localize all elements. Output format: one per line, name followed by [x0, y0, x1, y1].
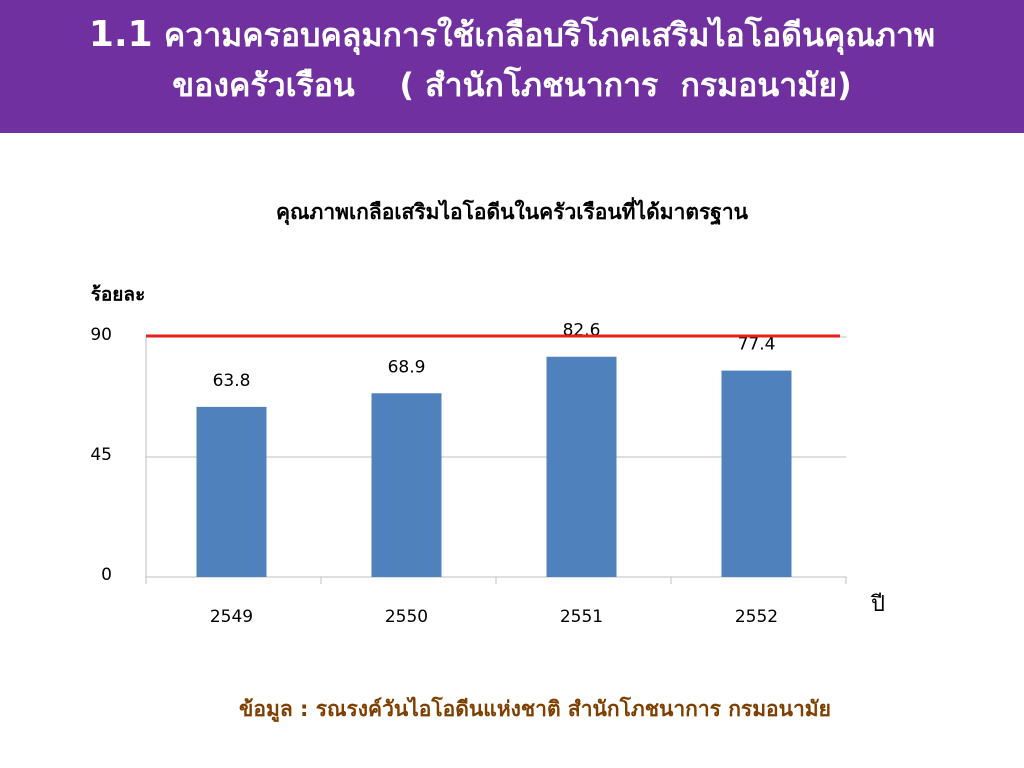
data-label: 82.6: [563, 321, 601, 341]
y-tick-label: 0: [101, 565, 112, 585]
x-tick-label: 2550: [385, 607, 428, 627]
title-line: 1.1 ความครอบคลุมการใช้เกลือบริโภคเสริมไอ…: [0, 10, 1024, 60]
data-label: 68.9: [388, 357, 426, 377]
x-tick-label: 2549: [210, 607, 253, 627]
bar: [371, 393, 442, 577]
data-label: 77.4: [738, 335, 776, 355]
bar: [721, 370, 792, 577]
x-tick-label: 2551: [560, 607, 603, 627]
y-tick-label: 45: [90, 445, 112, 465]
source-note: ข้อมูล : รณรงค์วันไอโอดีนแห่งชาติ สำนักโ…: [239, 697, 831, 721]
x-axis-label: ปี: [870, 592, 885, 617]
title-text: ความครอบคลุมการใช้เกลือบริโภคเสริมไอโอดี…: [163, 16, 936, 54]
header: 1.1 ความครอบคลุมการใช้เกลือบริโภคเสริมไอ…: [0, 0, 1024, 133]
title-number: 1.1: [88, 14, 153, 55]
bar: [546, 356, 617, 577]
bar: [196, 406, 267, 577]
data-label: 63.8: [213, 371, 251, 391]
x-tick-label: 2552: [735, 607, 778, 627]
chart: คุณภาพเกลือเสริมไอโอดีนในครัวเรือนที่ได้…: [90, 196, 885, 627]
y-tick-label: 90: [90, 325, 112, 345]
y-axis-label: ร้อยละ: [91, 284, 146, 306]
title-line: ของครัวเรือน ( สำนักโภชนาการ กรมอนามัย): [172, 66, 852, 104]
chart-title: คุณภาพเกลือเสริมไอโอดีนในครัวเรือนที่ได้…: [276, 196, 749, 226]
